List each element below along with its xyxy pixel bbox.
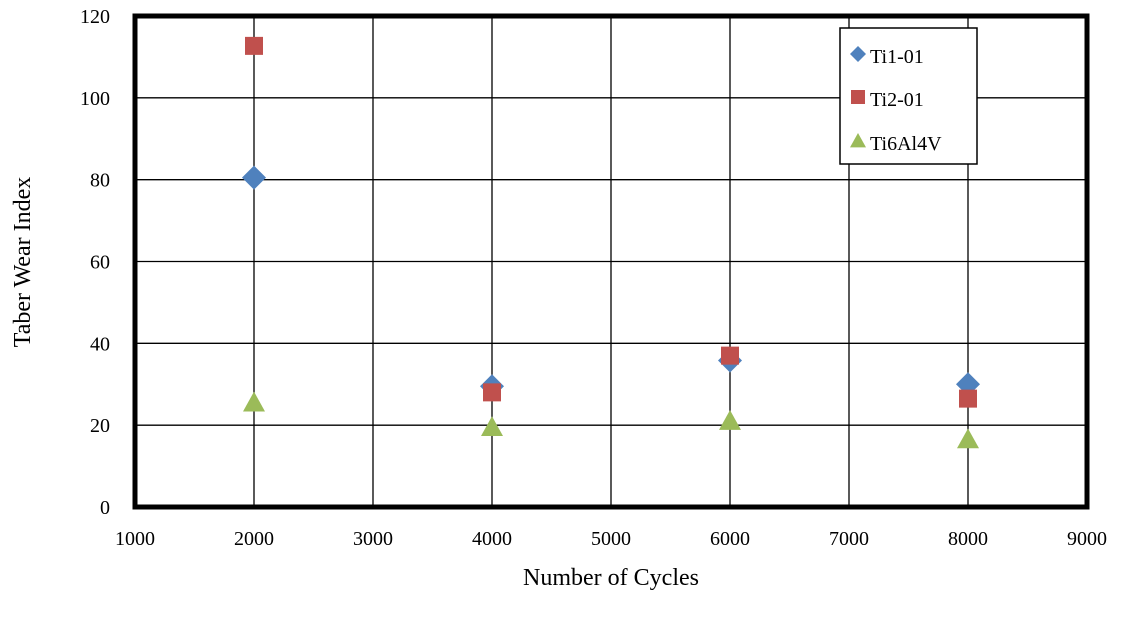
x-tick-label: 6000 <box>710 528 750 550</box>
x-tick-label: 3000 <box>353 528 393 550</box>
legend-marker-diamond <box>850 46 866 62</box>
x-tick-label: 7000 <box>829 528 869 550</box>
legend-label-ti1-01: Ti1-01 <box>870 46 924 68</box>
x-tick-label: 5000 <box>591 528 631 550</box>
data-point-ti2-01 <box>959 389 977 408</box>
x-tick-label: 1000 <box>115 528 155 550</box>
x-tick-label: 4000 <box>472 528 512 550</box>
legend-marker-triangle <box>850 133 866 148</box>
y-tick-label: 20 <box>90 415 110 437</box>
legend-label-ti2-01: Ti2-01 <box>870 89 924 111</box>
data-point-ti2-01 <box>483 383 501 402</box>
data-point-ti2-01 <box>245 36 263 55</box>
data-point-ti6al4v <box>957 428 979 449</box>
x-tick-label: 8000 <box>948 528 988 550</box>
y-axis-tick-labels: 0 20 40 60 80 100 120 <box>80 6 110 519</box>
plot-area-border <box>132 13 1090 510</box>
legend-marker-square <box>851 90 865 104</box>
x-tick-label: 2000 <box>234 528 274 550</box>
data-point-ti6al4v <box>481 416 503 437</box>
x-tick-label: 9000 <box>1067 528 1107 550</box>
y-tick-label: 60 <box>90 252 110 274</box>
y-tick-label: 40 <box>90 333 110 355</box>
data-points <box>242 36 980 449</box>
data-point-ti2-01 <box>721 346 739 365</box>
y-tick-label: 120 <box>80 6 110 28</box>
x-axis-tick-labels: 1000 2000 3000 4000 5000 6000 7000 8000 9000 <box>115 528 1107 550</box>
legend-item-ti6al4v: Ti6Al4V <box>850 133 942 155</box>
data-point-ti1-01 <box>242 165 266 190</box>
legend-box <box>839 27 978 165</box>
legend-label-ti6al4v: Ti6Al4V <box>870 133 942 155</box>
legend-item-ti1-01: Ti1-01 <box>850 46 924 68</box>
x-axis-title: Number of Cycles <box>523 565 699 591</box>
legend-item-ti2-01: Ti2-01 <box>851 89 924 111</box>
data-point-ti6al4v <box>243 391 265 412</box>
y-tick-label: 100 <box>80 88 110 110</box>
y-tick-label: 0 <box>100 497 110 519</box>
y-axis-title: Taber Wear Index <box>10 177 36 348</box>
y-tick-label: 80 <box>90 170 110 192</box>
data-point-ti6al4v <box>719 410 741 430</box>
legend: Ti1-01 Ti2-01 Ti6Al4V <box>839 27 978 165</box>
